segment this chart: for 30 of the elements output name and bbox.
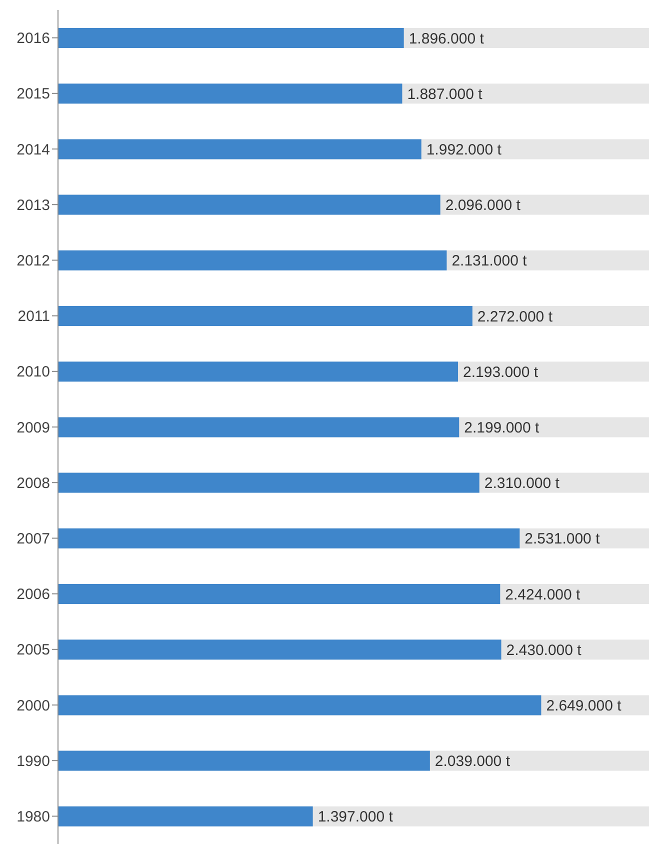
data-label: 2.424.000 t (505, 586, 582, 604)
y-tick-label: 2005 (16, 642, 50, 659)
data-label: 2.131.000 t (452, 252, 528, 270)
y-tick-label: 2016 (16, 30, 50, 48)
data-label: 2.272.000 t (477, 308, 554, 326)
y-tick-label: 2014 (16, 141, 50, 158)
data-label: 1.887.000 t (407, 86, 484, 103)
y-tick-label: 2015 (16, 86, 50, 103)
data-label: 2.430.000 t (506, 642, 582, 659)
y-tick-label: 1980 (16, 808, 50, 826)
data-label: 1.397.000 t (318, 808, 394, 826)
y-tick-label: 2000 (16, 697, 50, 714)
data-label: 2.310.000 t (484, 475, 560, 492)
y-tick-label: 2007 (16, 530, 50, 548)
y-tick-label: 2012 (16, 252, 50, 270)
data-label: 2.649.000 t (546, 698, 622, 715)
y-tick-label: 2011 (18, 308, 50, 326)
y-tick-label: 2013 (16, 196, 50, 214)
data-label: 2.096.000 t (445, 197, 522, 214)
data-label: 2.193.000 t (463, 364, 539, 381)
y-tick-label: 1990 (16, 752, 50, 770)
data-label: 2.039.000 t (434, 753, 511, 770)
y-tick-label: 2010 (16, 364, 50, 381)
data-label: 1.992.000 t (426, 142, 502, 159)
data-label: 2.531.000 t (524, 530, 601, 548)
y-tick-label: 2008 (16, 474, 50, 492)
data-label: 2.199.000 t (464, 420, 540, 437)
y-tick-label: 2009 (16, 419, 50, 436)
y-tick-label: 2006 (16, 586, 50, 604)
data-label: 1.896.000 t (408, 30, 485, 48)
